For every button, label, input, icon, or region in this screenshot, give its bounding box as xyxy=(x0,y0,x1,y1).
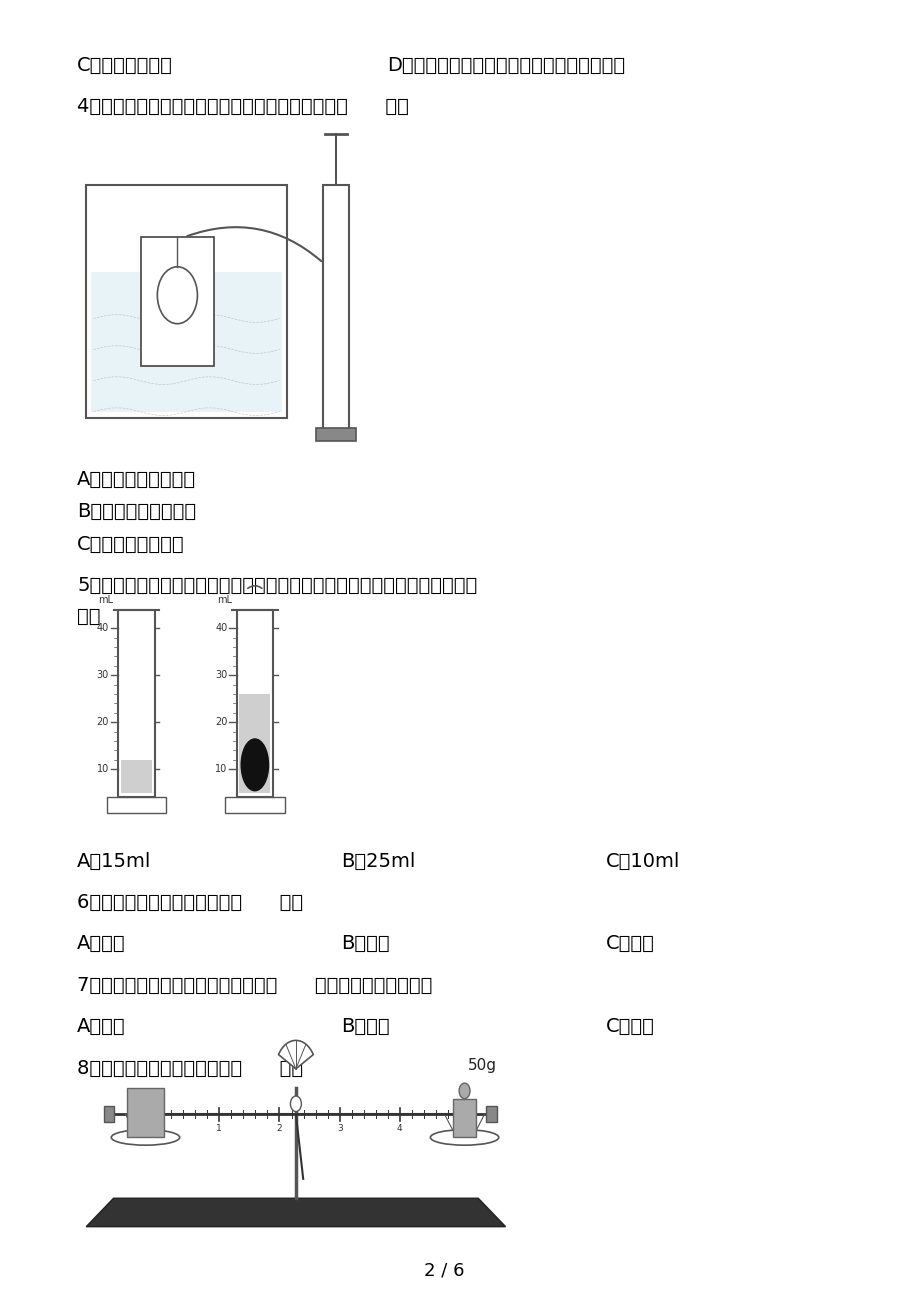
Circle shape xyxy=(290,1096,301,1112)
Text: C．杯外水位会下降: C．杯外水位会下降 xyxy=(77,535,185,553)
Text: mL: mL xyxy=(217,595,232,605)
Text: B．大雁: B．大雁 xyxy=(341,935,390,953)
Wedge shape xyxy=(278,1040,313,1069)
Text: 3: 3 xyxy=(336,1125,342,1134)
Text: ）。: ）。 xyxy=(77,607,100,626)
Bar xyxy=(225,797,284,812)
Text: 4、下图所示，打气筒持续向杯中充气后，能看到（      ）。: 4、下图所示，打气筒持续向杯中充气后，能看到（ ）。 xyxy=(77,98,409,116)
Text: B．烧杯: B．烧杯 xyxy=(341,1017,390,1036)
Bar xyxy=(323,185,348,431)
Bar xyxy=(315,428,356,441)
Text: C．天平: C．天平 xyxy=(606,1017,654,1036)
Bar xyxy=(120,759,152,793)
Text: 10: 10 xyxy=(215,764,227,775)
Bar xyxy=(453,1099,475,1138)
Text: 6、以下哪种动物冬天会冬眠（      ）。: 6、以下哪种动物冬天会冬眠（ ）。 xyxy=(77,893,303,911)
Bar xyxy=(86,185,287,418)
Text: 50g: 50g xyxy=(468,1057,497,1073)
Text: B．乒乓球会逐渐下降: B．乒乓球会逐渐下降 xyxy=(77,503,196,521)
Text: 4: 4 xyxy=(397,1125,403,1134)
Text: 5、不规则的物体可以用右面的方式测量体积，这个不规则的物体的体积是（: 5、不规则的物体可以用右面的方式测量体积，这个不规则的物体的体积是（ xyxy=(77,575,477,595)
Polygon shape xyxy=(86,1198,505,1226)
Text: mL: mL xyxy=(98,595,113,605)
Text: B．25ml: B．25ml xyxy=(341,852,415,871)
Bar xyxy=(239,694,270,793)
Ellipse shape xyxy=(111,1130,179,1146)
Text: 8、下图中的小木块，质量是（      ）。: 8、下图中的小木块，质量是（ ）。 xyxy=(77,1059,303,1078)
Ellipse shape xyxy=(430,1130,498,1146)
Ellipse shape xyxy=(459,1083,470,1099)
Bar xyxy=(107,797,165,812)
Text: C．用嘴吹灭火焰: C．用嘴吹灭火焰 xyxy=(77,56,173,76)
Text: 0: 0 xyxy=(156,1125,162,1134)
Text: 7、进行科学实验时，我们可以通过（      ）来测量物体的质量。: 7、进行科学实验时，我们可以通过（ ）来测量物体的质量。 xyxy=(77,975,432,995)
Bar xyxy=(236,609,273,797)
Text: 20: 20 xyxy=(215,717,227,727)
Text: 30: 30 xyxy=(215,671,227,680)
Bar xyxy=(104,1107,114,1122)
Ellipse shape xyxy=(241,740,268,790)
Text: 1: 1 xyxy=(216,1125,222,1134)
Text: 2 / 6: 2 / 6 xyxy=(423,1262,463,1280)
Bar xyxy=(486,1107,497,1122)
Bar xyxy=(141,237,213,366)
Text: A．角马: A．角马 xyxy=(77,935,126,953)
Text: A．杯中水位不会变化: A．杯中水位不会变化 xyxy=(77,470,196,488)
Text: 40: 40 xyxy=(96,624,108,633)
Text: 10: 10 xyxy=(96,764,108,775)
Circle shape xyxy=(157,267,198,324)
Bar xyxy=(127,1088,164,1138)
Text: C．刺猬: C．刺猬 xyxy=(606,935,654,953)
Text: 2: 2 xyxy=(277,1125,282,1134)
Text: 30: 30 xyxy=(96,671,108,680)
Text: C．10ml: C．10ml xyxy=(606,852,679,871)
Text: 40: 40 xyxy=(215,624,227,633)
Text: 5g: 5g xyxy=(454,1125,465,1134)
Bar xyxy=(91,272,282,411)
Text: D．用灯帽盖灭酒精灯，盖灭后打开，再盖上: D．用灯帽盖灭酒精灯，盖灭后打开，再盖上 xyxy=(387,56,625,76)
Text: A．量筒: A．量筒 xyxy=(77,1017,126,1036)
Text: 20: 20 xyxy=(96,717,108,727)
Bar xyxy=(118,609,154,797)
Text: A．15ml: A．15ml xyxy=(77,852,152,871)
